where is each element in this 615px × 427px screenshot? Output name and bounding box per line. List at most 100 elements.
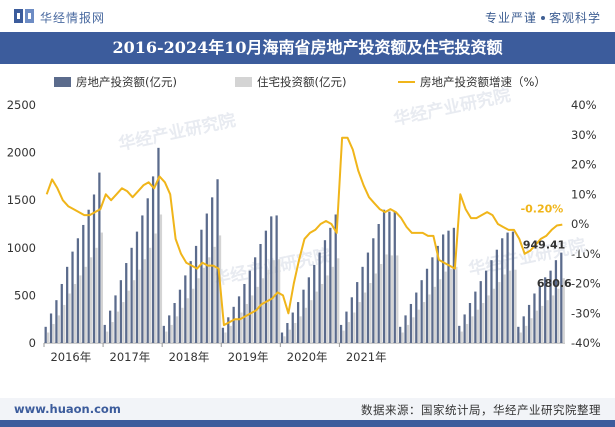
bar-total — [173, 303, 176, 343]
bar-total — [544, 277, 547, 343]
bar-residential — [181, 307, 184, 343]
y-right-tick-label: 0% — [571, 217, 589, 231]
y-left-tick-label: 1500 — [7, 193, 36, 207]
bar-residential — [192, 288, 195, 343]
bar-total — [533, 293, 536, 343]
bar-residential — [213, 246, 216, 343]
bar-residential — [423, 302, 426, 343]
bar-residential — [304, 307, 308, 343]
bar-total — [71, 251, 74, 343]
bar-residential — [390, 255, 394, 343]
bar-residential — [514, 269, 517, 343]
bar-residential — [283, 336, 286, 343]
bar-total — [211, 197, 214, 343]
bar-residential — [460, 331, 463, 343]
bar-total — [490, 260, 493, 343]
bar-residential — [202, 267, 206, 343]
data-label-total: 949.41 — [523, 239, 565, 252]
bar-total — [549, 270, 552, 343]
bar-residential — [84, 266, 87, 343]
bar-residential — [68, 293, 71, 343]
bar-total — [227, 317, 230, 343]
bar-total — [232, 306, 235, 343]
bar-total — [184, 275, 187, 343]
slogan: 专业严谨 客观科学 — [485, 9, 601, 26]
bar-total — [404, 315, 407, 343]
watermark-text: 华经产业研究院 — [117, 110, 238, 155]
bar-total — [259, 243, 262, 343]
bar-residential — [294, 323, 297, 343]
bar-total — [243, 283, 246, 343]
bar-total — [356, 282, 359, 343]
y-right-tick-label: 10% — [571, 187, 597, 201]
huajing-logo-icon — [14, 9, 34, 23]
bar-total — [388, 211, 391, 343]
bar-residential — [385, 254, 388, 343]
bar-residential — [530, 318, 533, 343]
slogan-b: 客观科学 — [548, 11, 601, 25]
bar-total — [538, 285, 541, 343]
legend-swatch-growth — [398, 81, 415, 83]
bar-residential — [159, 214, 163, 343]
bar-residential — [315, 291, 318, 343]
bar-residential — [73, 283, 77, 343]
y-left-tick-label: 2000 — [7, 146, 36, 160]
title-bar: 2016-2024年10月海南省房地产投资额及住宅投资额 — [0, 32, 615, 64]
bar-residential — [374, 273, 377, 343]
legend-item-growth: 房地产投资额增速（%） — [398, 74, 546, 90]
bar-residential — [245, 303, 249, 343]
bar-residential — [52, 323, 55, 343]
bar-total — [458, 325, 461, 343]
bar-residential — [503, 274, 506, 343]
bar-total — [334, 214, 337, 343]
bar-total — [452, 227, 456, 343]
y-left-tick-label: 500 — [14, 288, 36, 302]
growth-line — [45, 136, 563, 327]
bar-residential — [197, 278, 200, 343]
bar-residential — [235, 319, 238, 343]
legend-item-total: 房地产投资额(亿元) — [54, 74, 177, 90]
bar-total — [125, 263, 128, 343]
bar-residential — [310, 300, 313, 343]
y-right-tick-label: -30% — [571, 306, 601, 320]
slogan-dot — [540, 16, 545, 20]
bar-total — [205, 213, 208, 343]
bar-residential — [100, 232, 103, 343]
bar-residential — [63, 304, 66, 343]
bar-residential — [353, 312, 356, 343]
bar-residential — [406, 324, 410, 343]
bar-residential — [369, 283, 372, 343]
bar-total — [168, 315, 171, 343]
footer-url[interactable]: www.huaon.com — [14, 402, 121, 416]
bar-residential — [79, 275, 82, 343]
bar-residential — [326, 275, 329, 343]
bar-residential — [143, 259, 146, 343]
bar-total — [313, 264, 316, 343]
bar-total — [286, 323, 289, 343]
legend-label-residential: 住宅投资额(亿元) — [257, 75, 347, 89]
bar-total — [157, 147, 160, 343]
bar-residential — [288, 329, 291, 343]
data-label-growth: -0.20% — [521, 203, 564, 216]
bar-total — [60, 283, 63, 343]
bar-total — [151, 176, 155, 343]
bar-total — [296, 302, 300, 343]
bar-residential — [95, 247, 98, 343]
bar-residential — [482, 303, 485, 343]
bar-total — [291, 312, 294, 343]
bar-residential — [299, 316, 302, 343]
bar-total — [436, 245, 439, 343]
bar-residential — [272, 260, 275, 343]
bar-total — [495, 249, 498, 343]
bar-total — [275, 215, 278, 343]
bar-residential — [557, 288, 560, 343]
bar-residential — [154, 233, 157, 343]
bar-residential — [267, 269, 270, 343]
bar-residential — [106, 331, 109, 343]
bar-total — [517, 326, 520, 343]
bar-total — [425, 268, 429, 343]
x-tick-label: 2018年 — [169, 350, 210, 364]
y-right-tick-label: 30% — [571, 128, 597, 142]
bar-residential — [251, 295, 254, 343]
